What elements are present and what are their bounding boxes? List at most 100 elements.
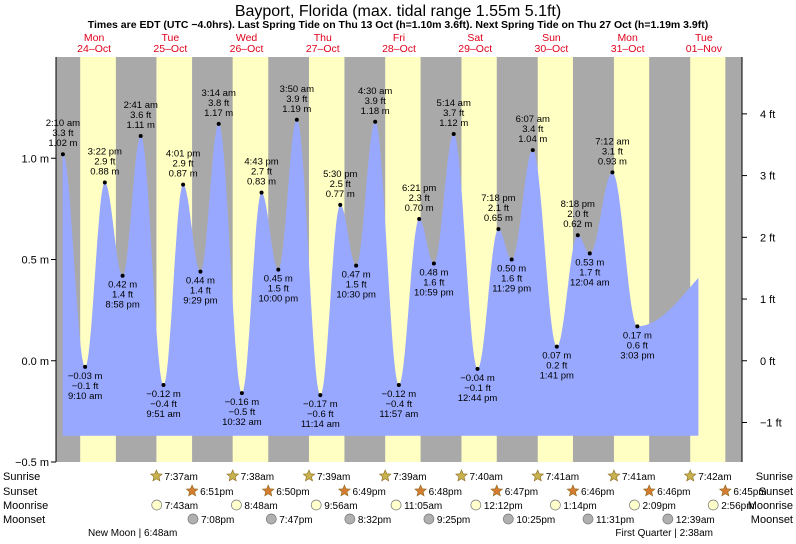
moonrise-icon <box>707 499 719 511</box>
extreme-ft: 2.9 ft <box>94 157 115 168</box>
sunrise-icon <box>455 469 468 482</box>
legend-right-moonrise: Moonrise <box>748 500 793 512</box>
tide-point <box>475 366 480 371</box>
extreme-m: 1.18 m <box>361 106 390 117</box>
event-time: 11:31pm <box>596 515 634 526</box>
extreme-m: 0.93 m <box>598 156 627 167</box>
extreme-ft: −0.1 ft <box>464 383 491 394</box>
extreme-m: 1.02 m <box>48 138 77 149</box>
event-sunrise-7: 7:42am <box>683 469 732 483</box>
extreme-ft: 3.3 ft <box>52 128 73 139</box>
legend-left-moonset: Moonset <box>3 514 45 526</box>
event-time: 7:39am <box>317 472 350 483</box>
tide-point <box>259 190 264 195</box>
moon-phase-1: First Quarter | 2:38am <box>615 528 713 539</box>
event-time: 8:48am <box>244 501 277 512</box>
extreme-time: 3:14 am <box>202 88 236 99</box>
event-time: 9:56am <box>324 501 357 512</box>
event-sunset-9: 6:50pm <box>261 484 310 498</box>
extreme-m: 1.19 m <box>282 104 311 115</box>
event-sunset-13: 6:46pm <box>566 484 614 498</box>
tide-point <box>610 170 615 175</box>
extreme-ft: 3.4 ft <box>522 124 543 135</box>
tide-point <box>216 121 221 126</box>
sun-moon-events: 7:37am 7:38am 7:39am 7:39am 7:40am 7:41am 7:41… <box>149 469 767 526</box>
extreme-time: 7:12 am <box>595 136 629 147</box>
event-time: 6:49pm <box>352 487 385 498</box>
day-name-8: Tue <box>695 32 713 44</box>
extreme-time: 11:14 am <box>301 419 340 430</box>
moon-phases: New Moon | 6:48am First Quarter | 2:38am <box>88 528 713 539</box>
day-date-7: 31–Oct <box>611 43 645 55</box>
moonrise-icon <box>550 499 561 511</box>
right-tick-label-3: 2 ft <box>760 232 775 244</box>
extreme-m: 0.17 m <box>623 330 652 341</box>
tide-point <box>509 257 514 262</box>
event-sunset-12: 6:47pm <box>490 484 538 498</box>
event-time: 7:38am <box>241 472 274 483</box>
left-tick-label-0: −0.5 m <box>15 457 49 469</box>
extreme-time: 12:44 pm <box>458 393 498 404</box>
tide-point <box>635 324 640 329</box>
right-tick-label-1: 0 ft <box>760 356 775 368</box>
extreme-m: 0.70 m <box>405 203 434 214</box>
event-time: 7:37am <box>164 472 197 483</box>
extreme-ft: 2.0 ft <box>567 209 588 220</box>
extreme-ft: −0.4 ft <box>385 399 412 410</box>
extreme-m: −0.03 m <box>68 371 103 382</box>
extreme-time: 3:50 am <box>280 84 314 95</box>
tide-extreme-low-5: −0.12 m−0.4 ft9:51 am <box>146 383 181 420</box>
extreme-time: 8:18 pm <box>561 199 595 210</box>
event-time: 7:47pm <box>279 515 312 526</box>
event-sunset-15: 6:45pm <box>718 484 767 498</box>
sunset-icon <box>566 484 580 497</box>
moonset-icon <box>502 513 514 525</box>
extreme-ft: −0.6 ft <box>307 409 334 420</box>
tide-point <box>198 269 203 274</box>
moonrise-icon <box>390 499 402 511</box>
extreme-ft: −0.5 ft <box>229 407 256 418</box>
sunrise-icon <box>531 469 545 482</box>
sunset-icon <box>718 484 732 497</box>
event-time: 6:51pm <box>200 487 233 498</box>
legend-right-sunrise: Sunrise <box>756 471 793 483</box>
tide-point <box>354 263 359 268</box>
sunset-icon <box>490 484 504 497</box>
tide-point <box>318 393 323 398</box>
extreme-ft: 0.2 ft <box>546 361 567 372</box>
extreme-ft: 1.7 ft <box>579 267 600 278</box>
event-moonrise-23: 2:56pm <box>707 499 755 512</box>
tide-point <box>417 217 422 221</box>
extreme-time: 10:00 pm <box>259 294 299 305</box>
extreme-ft: 3.7 ft <box>443 108 464 119</box>
chart-subtitle: Times are EDT (UTC −4.0hrs). Last Spring… <box>88 19 709 31</box>
extreme-m: 0.62 m <box>563 219 592 230</box>
left-tick-label-2: 0.5 m <box>21 255 49 267</box>
extreme-ft: 1.6 ft <box>423 278 444 289</box>
event-moonset-27: 9:25pm <box>423 513 470 526</box>
tide-extreme-high-16: 4:30 am3.9 ft1.18 m <box>358 86 392 124</box>
legend-left-sunset: Sunset <box>3 486 37 498</box>
event-sunrise-0: 7:37am <box>149 469 198 483</box>
event-legend: Sunrise Sunrise Sunset Sunset Moonrise Moonri… <box>3 471 793 526</box>
extreme-time: 5:14 am <box>437 98 471 109</box>
moonset-icon <box>423 513 435 525</box>
extreme-m: −0.17 m <box>303 399 338 410</box>
event-moonset-25: 7:47pm <box>265 513 313 526</box>
extreme-time: 4:01 pm <box>166 149 200 160</box>
event-time: 2:56pm <box>721 501 754 512</box>
moonset-icon <box>582 513 594 525</box>
event-moonset-28: 10:25pm <box>502 513 555 526</box>
event-moonrise-19: 11:05am <box>390 499 442 512</box>
event-sunrise-1: 7:38am <box>226 469 274 483</box>
extreme-m: 0.48 m <box>419 268 448 279</box>
extreme-time: 1:41 pm <box>540 371 574 382</box>
right-tick-label-2: 1 ft <box>760 294 775 306</box>
legend-right-moonset: Moonset <box>751 514 793 526</box>
event-time: 2:09pm <box>642 501 675 512</box>
